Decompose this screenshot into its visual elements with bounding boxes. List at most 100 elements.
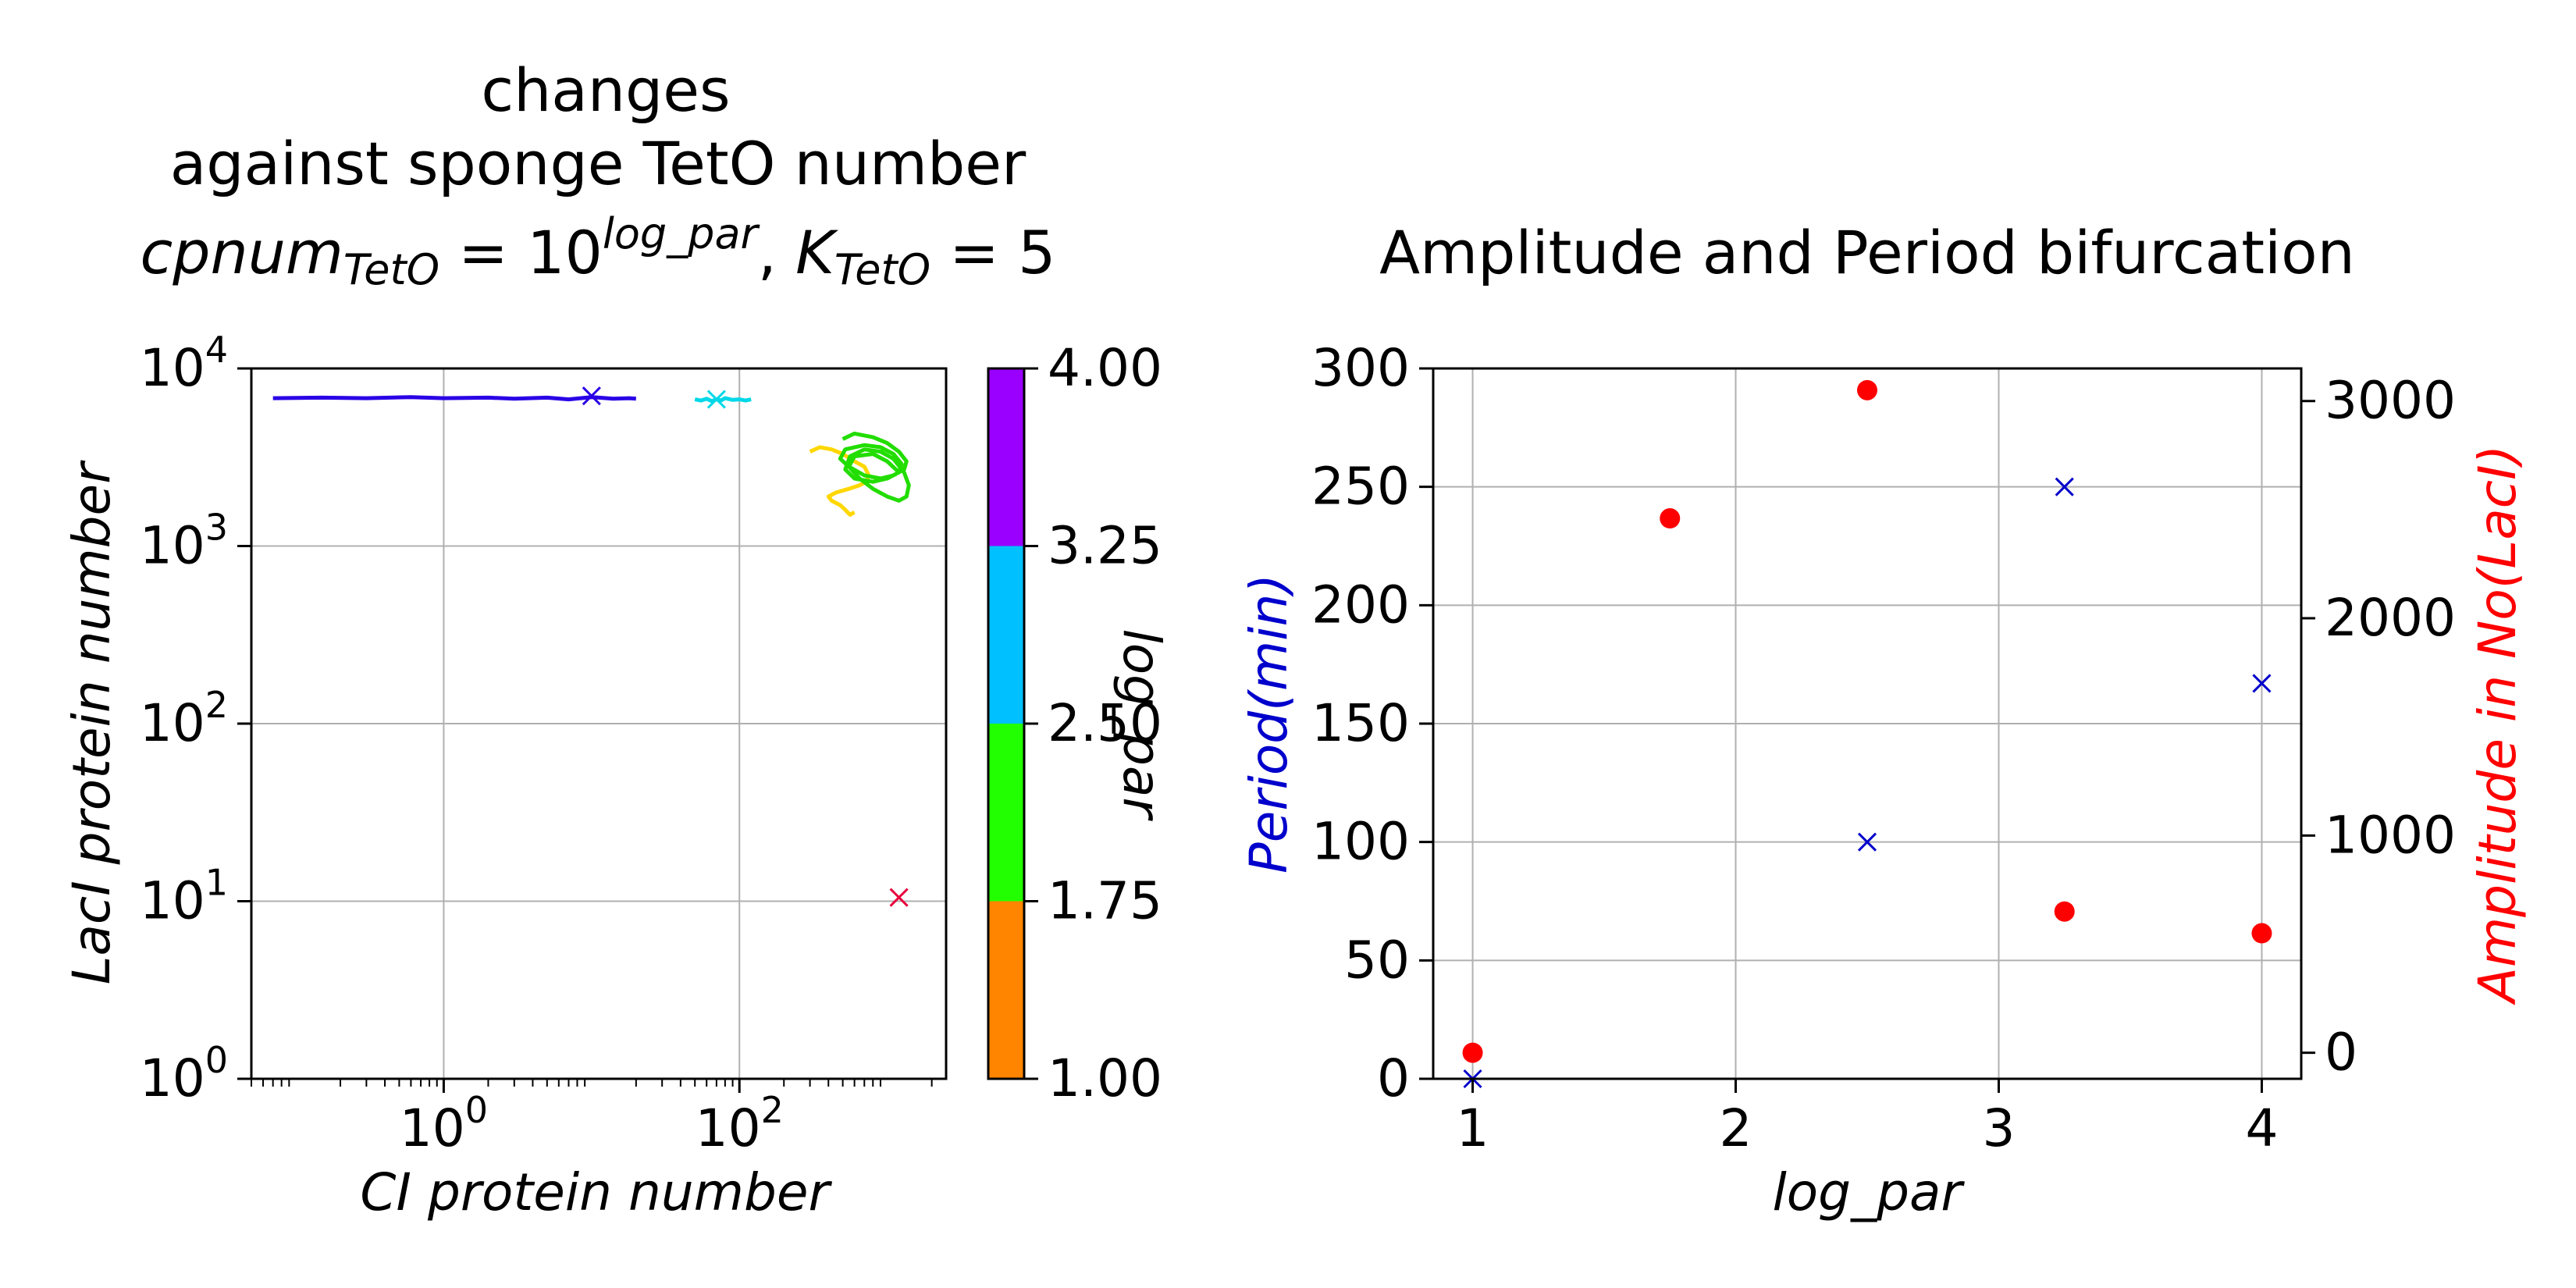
tick-exponent: 0 bbox=[465, 1089, 488, 1131]
phase-plot-title-line-1: changes bbox=[481, 55, 730, 125]
amplitude-point-2 bbox=[1857, 379, 1877, 400]
bifurcation-plot-right-y-axis-label: Amplitude in No(LacI) bbox=[2467, 445, 2528, 1006]
phase-plot-gridlines bbox=[251, 368, 946, 1080]
colorbar-band-3 bbox=[988, 368, 1024, 546]
tick-base: 10 bbox=[400, 1098, 465, 1158]
bifurcation-plot-gridlines bbox=[1433, 368, 2301, 1080]
formula-sup: log_par bbox=[603, 209, 760, 258]
bifurcation-series-0 bbox=[1463, 477, 2272, 1089]
amplitude-point-1 bbox=[1660, 508, 1681, 529]
bifurcation-x-tick-label-2: 3 bbox=[1982, 1098, 2015, 1158]
bifurcation-plot-x-axis-label: log_par bbox=[1772, 1162, 1965, 1222]
period-point-3 bbox=[2252, 674, 2272, 693]
formula-eq1: = 10 bbox=[439, 218, 603, 287]
tick-base: 10 bbox=[140, 1048, 205, 1108]
phase-plot-trajectories bbox=[272, 395, 911, 517]
tick-base: 10 bbox=[140, 516, 205, 576]
colorbar-band-1 bbox=[988, 724, 1024, 902]
period-point-stroke-b bbox=[2252, 674, 2272, 693]
phase-plot-y-tick-label-0: 100 bbox=[140, 1039, 228, 1108]
period-point-2 bbox=[2055, 477, 2074, 496]
phase-plot-trajectory-0 bbox=[809, 445, 871, 517]
period-point-stroke-b bbox=[1857, 832, 1877, 852]
phase-plot-marker-0 bbox=[582, 386, 601, 406]
bifurcation-right-y-tick-label-2: 2000 bbox=[2325, 588, 2456, 648]
amplitude-point-3 bbox=[2054, 901, 2075, 922]
colorbar-label: log_par bbox=[1112, 628, 1172, 821]
phase-plot-y-tick-label-1: 101 bbox=[140, 862, 228, 931]
phase-plot-y-tick-label-4: 104 bbox=[140, 329, 228, 398]
bifurcation-plot-points bbox=[1462, 379, 2272, 1089]
bifurcation-right-y-tick-label-1: 1000 bbox=[2325, 805, 2456, 865]
bifurcation-left-y-tick-label-4: 200 bbox=[1311, 575, 1410, 635]
phase-plot-x-axis-label: CI protein number bbox=[360, 1162, 832, 1222]
phase-plot-x-ticks: 100 102 bbox=[400, 1079, 784, 1158]
period-point-stroke-b bbox=[2055, 477, 2074, 496]
tick-exponent: 0 bbox=[205, 1039, 228, 1081]
phase-plot-x-tick-label-1: 102 bbox=[696, 1089, 784, 1158]
phase-plot-trajectory-2 bbox=[694, 396, 752, 404]
colorbar-tick-label-3: 3.25 bbox=[1048, 516, 1162, 576]
tick-base: 10 bbox=[696, 1098, 761, 1158]
phase-plot-markers bbox=[582, 386, 909, 907]
colorbar-band-2 bbox=[988, 546, 1024, 724]
phase-plot-marker-2 bbox=[889, 888, 909, 907]
phase-plot-marker-stroke-b bbox=[582, 386, 601, 406]
colorbar-tick-label-4: 4.00 bbox=[1048, 338, 1162, 398]
tick-exponent: 2 bbox=[205, 684, 228, 726]
formula-k: K bbox=[795, 218, 838, 287]
phase-plot-marker-1 bbox=[706, 390, 726, 409]
bifurcation-plot: Amplitude and Period bifurcation 1 2 3 4 0 5… bbox=[1239, 218, 2528, 1222]
colorbar-tick-label-2: 2.50 bbox=[1048, 693, 1162, 753]
phase-plot-y-tick-label-3: 103 bbox=[140, 507, 228, 576]
period-point-1 bbox=[1857, 832, 1877, 852]
phase-plot-minor-ticks bbox=[251, 1079, 933, 1087]
bifurcation-left-y-tick-label-1: 50 bbox=[1344, 930, 1410, 990]
tick-exponent: 4 bbox=[205, 329, 228, 371]
bifurcation-x-tick-label-1: 2 bbox=[1720, 1098, 1752, 1158]
phase-plot-trajectory-1 bbox=[838, 431, 911, 503]
bifurcation-left-y-tick-label-5: 250 bbox=[1311, 457, 1410, 517]
bifurcation-left-y-tick-label-6: 300 bbox=[1311, 338, 1410, 398]
bifurcation-x-tick-label-3: 4 bbox=[2245, 1098, 2278, 1158]
bifurcation-left-y-tick-label-0: 0 bbox=[1377, 1048, 1410, 1108]
bifurcation-plot-left-y-ticks: 0 50 100 150 200 250 300 bbox=[1311, 338, 1433, 1108]
phase-plot-marker-stroke-b bbox=[889, 888, 909, 907]
formula-eq2: = 5 bbox=[930, 218, 1055, 287]
formula-sep: , bbox=[758, 218, 795, 287]
colorbar-band-0 bbox=[988, 901, 1024, 1079]
bifurcation-plot-left-y-axis-label: Period(min) bbox=[1239, 574, 1299, 873]
bifurcation-plot-right-y-ticks: 0 1000 2000 3000 bbox=[2301, 371, 2456, 1083]
colorbar-tick-label-0: 1.00 bbox=[1048, 1048, 1162, 1108]
phase-plot-marker-stroke-b bbox=[706, 390, 726, 409]
phase-plot-trajectory-3 bbox=[272, 395, 637, 402]
tick-exponent: 1 bbox=[205, 862, 228, 904]
colorbar-ticks: 1.00 1.75 2.50 3.25 4.00 bbox=[1024, 338, 1162, 1108]
tick-exponent: 2 bbox=[761, 1089, 784, 1131]
phase-plot-title-line-2: against sponge TetO number bbox=[170, 129, 1026, 198]
bifurcation-left-y-tick-label-2: 100 bbox=[1311, 812, 1410, 872]
tick-base: 10 bbox=[140, 693, 205, 753]
bifurcation-left-y-tick-label-3: 150 bbox=[1311, 693, 1410, 753]
amplitude-point-0 bbox=[1462, 1042, 1483, 1063]
phase-plot-y-tick-label-2: 102 bbox=[140, 684, 228, 753]
bifurcation-right-y-tick-label-0: 0 bbox=[2325, 1023, 2357, 1083]
phase-plot-y-axis-label: LacI protein number bbox=[62, 460, 122, 984]
formula-base: cpnum bbox=[141, 218, 343, 287]
tick-exponent: 3 bbox=[205, 507, 228, 549]
bifurcation-plot-title: Amplitude and Period bifurcation bbox=[1379, 218, 2355, 287]
bifurcation-plot-x-ticks: 1 2 3 4 bbox=[1457, 1079, 2278, 1158]
phase-plot: changes against sponge TetO number cpnum… bbox=[62, 55, 1172, 1222]
colorbar-tick-label-1: 1.75 bbox=[1048, 871, 1162, 931]
phase-plot-title-formula: cpnumTetO = 10log_par, KTetO = 5 bbox=[141, 209, 1056, 294]
tick-base: 10 bbox=[140, 338, 205, 398]
bifurcation-x-tick-label-0: 1 bbox=[1457, 1098, 1489, 1158]
colorbar bbox=[988, 368, 1024, 1079]
phase-plot-x-tick-label-0: 100 bbox=[400, 1089, 488, 1158]
tick-base: 10 bbox=[140, 871, 205, 931]
formula-sub2: TetO bbox=[834, 245, 930, 294]
bifurcation-series-1 bbox=[1462, 379, 2272, 1063]
amplitude-point-4 bbox=[2251, 923, 2272, 944]
